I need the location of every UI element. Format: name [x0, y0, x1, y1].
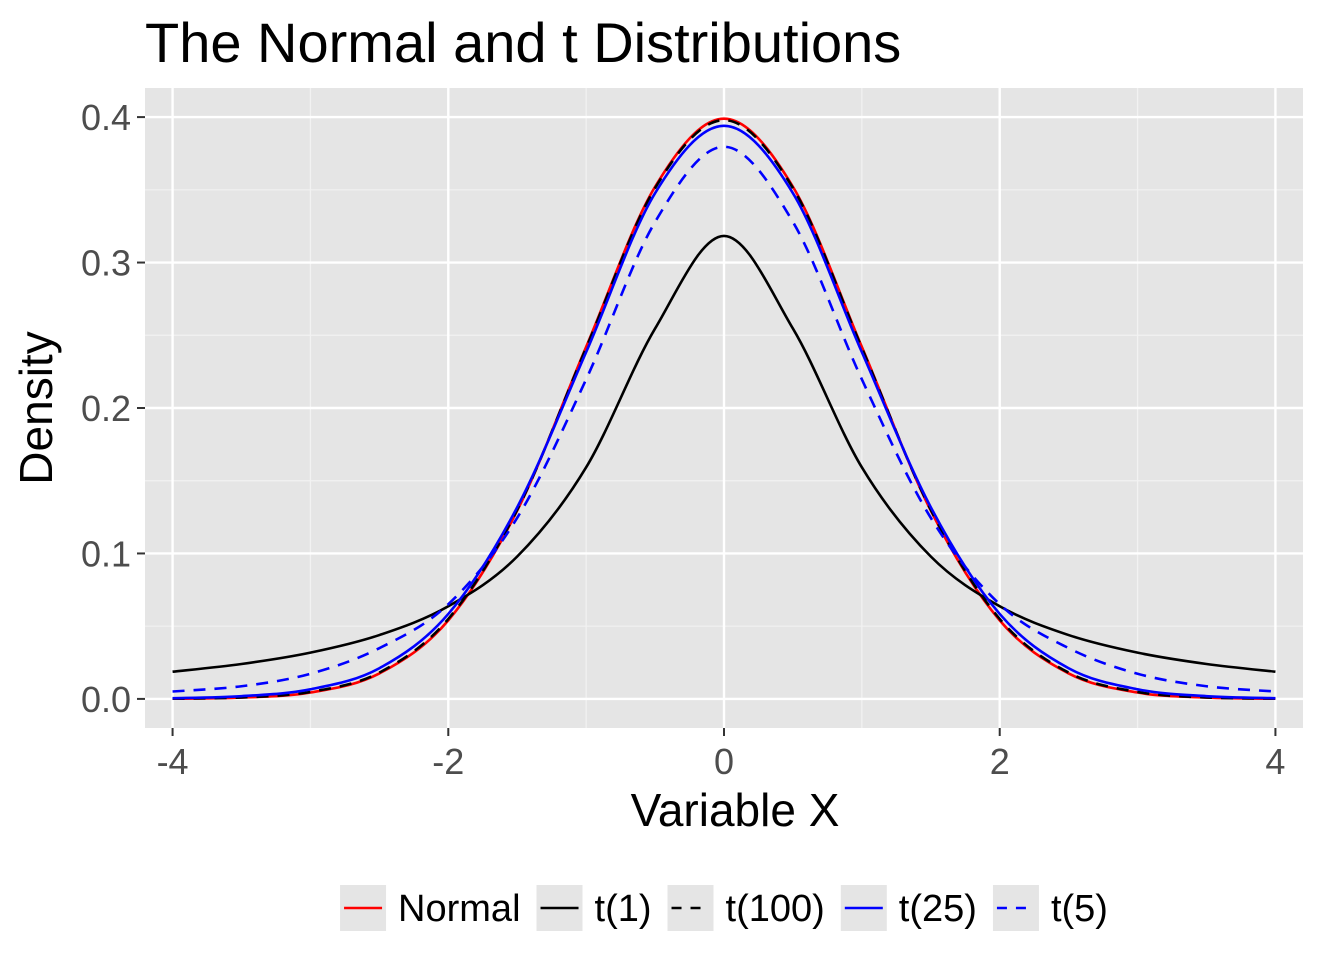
legend-label: Normal — [398, 888, 520, 930]
series-lines — [172, 117, 1276, 701]
legend-item-t-100: t(100) — [667, 885, 825, 931]
y-tick-label: 0.4 — [81, 97, 131, 138]
y-tick-label: 0.1 — [81, 533, 131, 574]
series-line-t-1 — [172, 234, 1276, 674]
legend-label: t(25) — [899, 888, 977, 930]
x-tick-label: -2 — [432, 741, 464, 782]
x-tick-label: 4 — [1265, 741, 1285, 782]
legend-label: t(5) — [1051, 888, 1108, 930]
y-tick-label: 0.0 — [81, 679, 131, 720]
x-axis: -4 -2 0 2 4 — [157, 728, 1285, 782]
x-tick-label: 0 — [714, 741, 734, 782]
y-axis-title: Density — [10, 331, 62, 484]
y-tick-label: 0.2 — [81, 388, 131, 429]
legend-item-t-25: t(25) — [840, 885, 977, 931]
legend: Normal t(1) t(100) t(25) t(5) — [340, 885, 1108, 931]
y-axis: 0.0 0.1 0.2 0.3 0.4 — [81, 97, 145, 720]
series-line-t-5 — [172, 145, 1276, 693]
legend-label: t(100) — [726, 888, 825, 930]
legend-item-t-5: t(5) — [992, 885, 1108, 931]
legend-item-t-1: t(1) — [536, 885, 652, 931]
x-tick-label: -4 — [157, 741, 189, 782]
legend-item-normal: Normal — [340, 885, 521, 931]
y-tick-label: 0.3 — [81, 243, 131, 284]
series-line-t-100 — [172, 118, 1276, 700]
x-tick-label: 2 — [990, 741, 1010, 782]
series-line-t-25 — [172, 124, 1276, 700]
x-axis-title: Variable X — [631, 784, 840, 836]
legend-label: t(1) — [595, 888, 652, 930]
chart-title: The Normal and t Distributions — [145, 11, 901, 74]
